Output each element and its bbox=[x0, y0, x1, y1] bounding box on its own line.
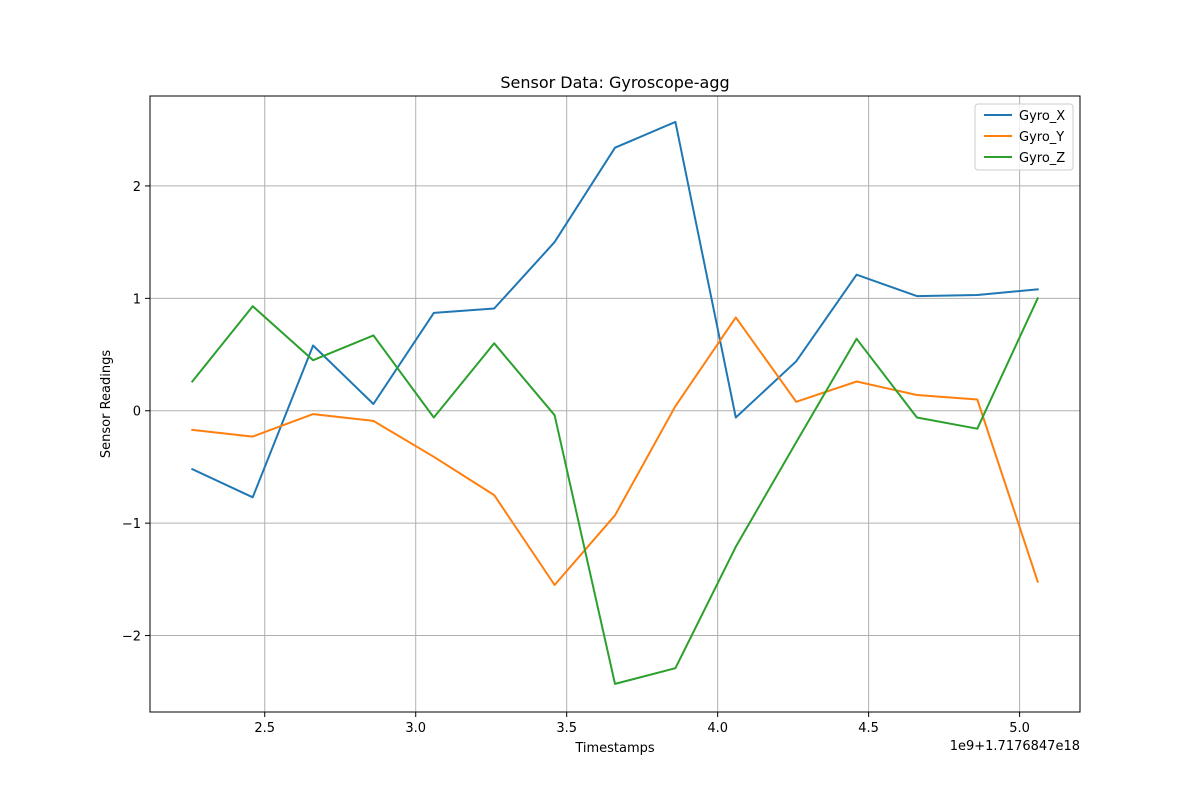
legend: Gyro_X Gyro_Y Gyro_Z bbox=[974, 103, 1074, 171]
legend-label: Gyro_Y bbox=[1019, 130, 1064, 145]
y-tick-label: −2 bbox=[122, 630, 141, 645]
y-tick-label: 2 bbox=[133, 180, 141, 195]
x-axis-offset-label: 1e9+1.7176847e18 bbox=[950, 739, 1080, 754]
plot-area-frame bbox=[149, 95, 1081, 713]
x-tick-label: 2.5 bbox=[254, 721, 275, 736]
chart-title: Sensor Data: Gyroscope-agg bbox=[500, 73, 729, 92]
y-tick-label: −1 bbox=[122, 517, 141, 532]
legend-label: Gyro_X bbox=[1019, 109, 1065, 124]
legend-items: Gyro_X Gyro_Y Gyro_Z bbox=[984, 109, 1065, 166]
x-tick-label: 4.5 bbox=[858, 721, 879, 736]
x-axis-label: Timestamps bbox=[574, 741, 655, 756]
x-tick-label: 5.0 bbox=[1009, 721, 1030, 736]
x-tick-label: 3.0 bbox=[405, 721, 426, 736]
x-tick-label: 3.5 bbox=[556, 721, 577, 736]
series-lines bbox=[190, 120, 1040, 685]
series-line-gyro-z bbox=[190, 296, 1040, 685]
x-tick-label: 4.0 bbox=[707, 721, 728, 736]
y-axis-label: Sensor Readings bbox=[99, 350, 114, 458]
y-tick-label: 1 bbox=[133, 292, 141, 307]
y-tick-label: 0 bbox=[133, 405, 141, 420]
legend-label: Gyro_Z bbox=[1019, 151, 1065, 166]
series-line-gyro-x bbox=[190, 120, 1039, 499]
axis-ticks: 2.5 3.0 3.5 4.0 4.5 5.0 −2 −1 0 1 2 bbox=[122, 180, 1030, 736]
legend-box bbox=[974, 103, 1074, 171]
grid-lines bbox=[150, 96, 1080, 712]
